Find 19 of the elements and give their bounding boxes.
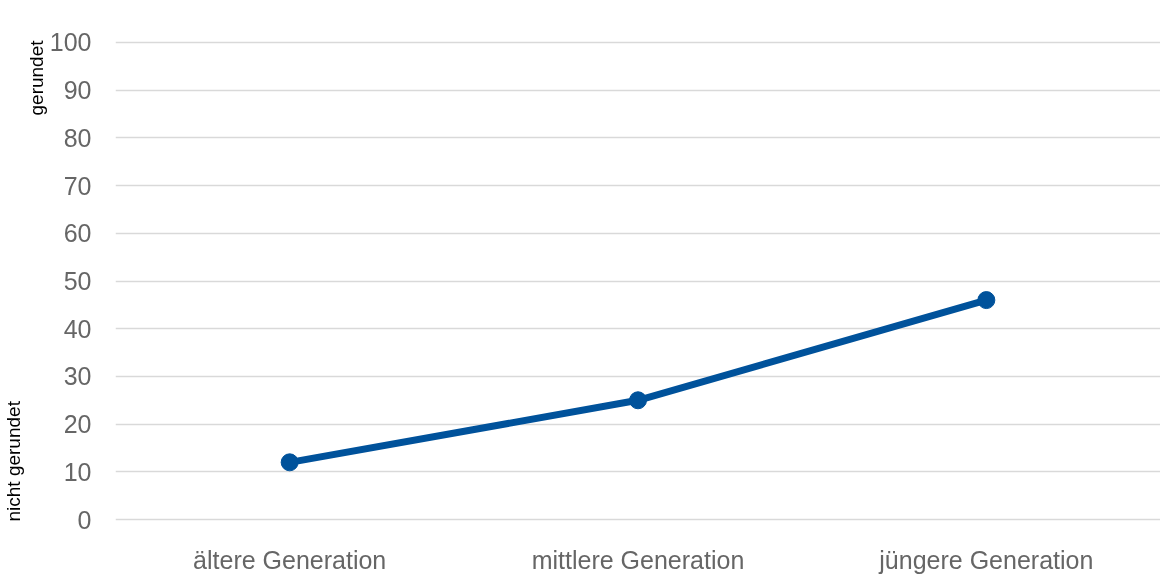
y-tick-label: 20: [63, 410, 92, 439]
y-tick-label: 40: [63, 314, 92, 343]
point: [280, 453, 299, 472]
y-tick-label: 80: [63, 123, 92, 152]
x-tick-label: mittlere Generation: [531, 545, 745, 574]
y-tick-label: 50: [63, 267, 92, 295]
point: [977, 291, 996, 310]
y-tick-label: 0: [77, 505, 92, 534]
y-tick-label: 90: [63, 76, 92, 105]
y-tick-label: 10: [63, 457, 92, 486]
y-tick-label: 70: [63, 171, 92, 200]
text: nicht gerundet: [2, 400, 24, 522]
y-tick-label: 30: [63, 362, 92, 391]
x-tick-label: ältere Generation: [193, 545, 387, 574]
y-tick-label: 100: [49, 28, 92, 57]
x-tick-label: jüngere Generation: [878, 545, 1094, 574]
point: [629, 391, 647, 410]
text: gerundet: [25, 39, 47, 116]
y-tick-label: 60: [63, 219, 92, 248]
